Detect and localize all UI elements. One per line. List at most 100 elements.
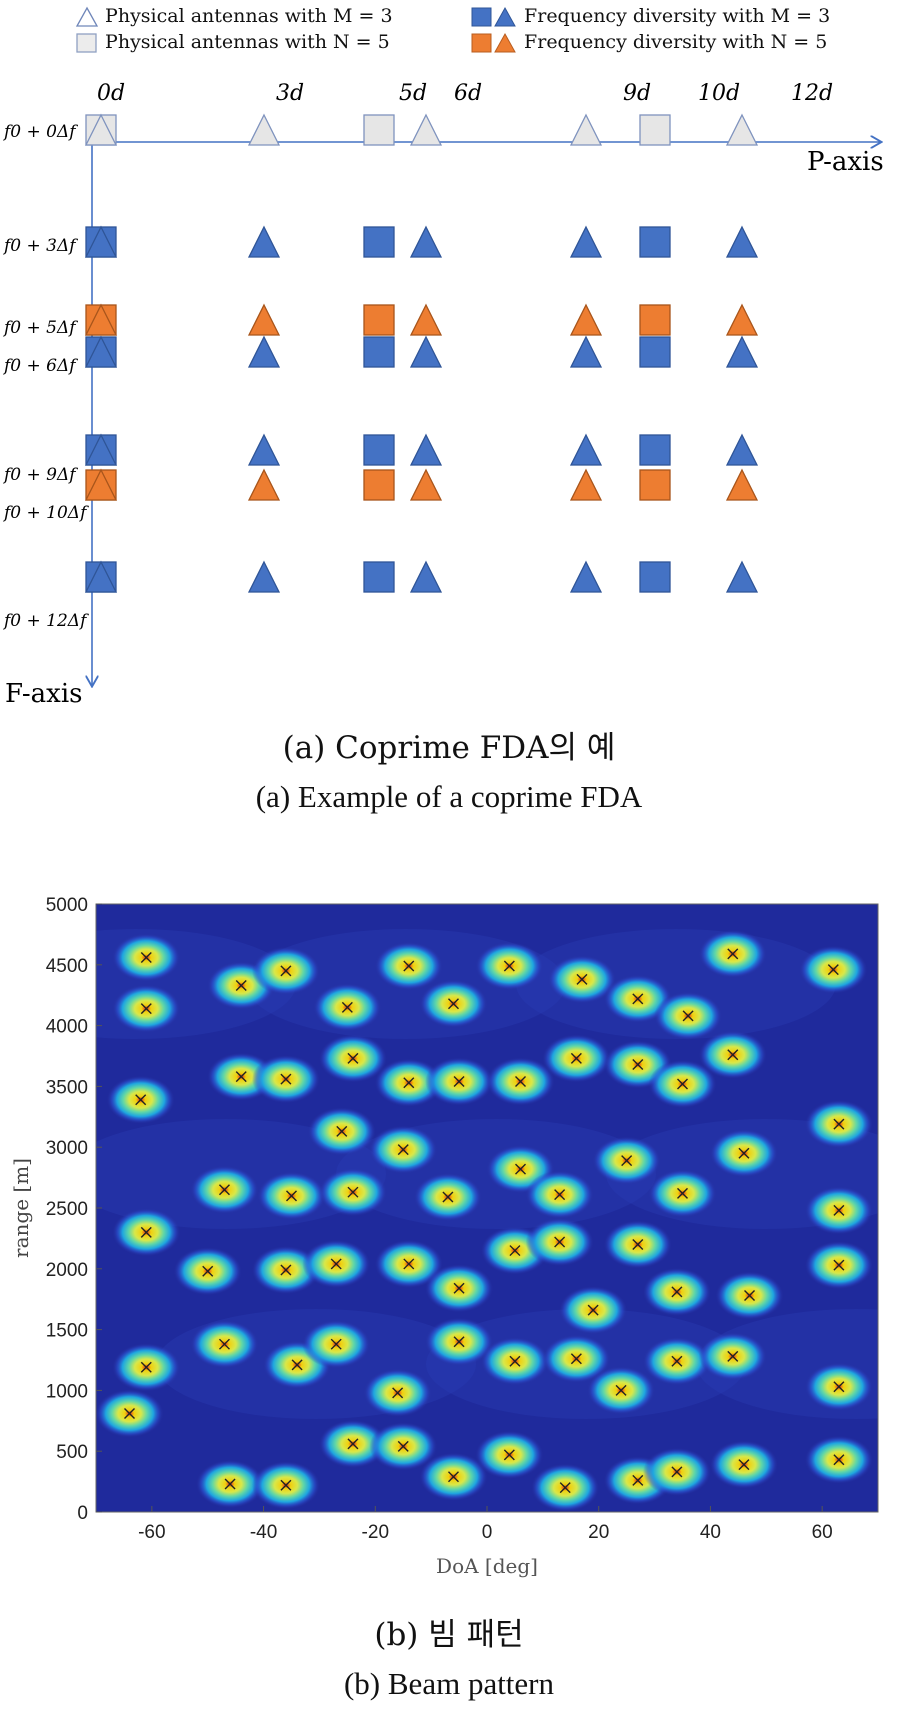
- x-tick-label: 60: [812, 1522, 833, 1543]
- triangle-marker: [569, 468, 603, 501]
- position-label-9d: 9d: [623, 81, 651, 106]
- legend-item-freq-n: Frequency diversity with N = 5: [470, 31, 827, 54]
- target-x-marker: [280, 1073, 292, 1085]
- target-x-marker: [515, 1076, 527, 1088]
- triangle-outline-icon: [75, 6, 99, 27]
- legend-label: Physical antennas with M = 3: [105, 5, 393, 27]
- target-x-marker: [453, 1336, 465, 1348]
- target-x-marker: [280, 1479, 292, 1491]
- triangle-marker: [409, 303, 443, 336]
- y-tick-label: 0: [77, 1503, 88, 1524]
- target-x-marker: [738, 1459, 750, 1471]
- target-x-marker: [727, 1049, 739, 1061]
- caption-b-english: (b) Beam pattern: [343, 1666, 555, 1701]
- triangle-marker: [569, 113, 603, 146]
- square-marker: [363, 469, 395, 501]
- position-label-12d: 12d: [791, 81, 833, 106]
- frequency-label-0: f0 + 0Δf: [2, 122, 78, 142]
- antenna-markers: [84, 113, 759, 593]
- target-x-marker: [621, 1155, 633, 1167]
- position-label-0d: 0d: [97, 81, 125, 106]
- triangle-marker: [247, 433, 281, 466]
- frequency-label-9: f0 + 9Δf: [2, 465, 78, 485]
- target-x-marker: [587, 1304, 599, 1316]
- target-x-marker: [833, 1454, 845, 1466]
- caption-a-english: (a) Example of a coprime FDA: [255, 779, 643, 814]
- target-x-marker: [453, 1076, 465, 1088]
- target-x-marker: [503, 960, 515, 972]
- triangle-marker: [725, 433, 759, 466]
- triangle-marker: [84, 560, 118, 593]
- triangle-marker: [725, 303, 759, 336]
- target-x-marker: [140, 1226, 152, 1238]
- target-x-marker: [554, 1236, 566, 1248]
- square-marker: [639, 114, 671, 146]
- triangle-marker: [725, 113, 759, 146]
- y-tick-label: 1000: [46, 1381, 88, 1402]
- target-x-marker: [827, 964, 839, 976]
- target-x-marker: [671, 1286, 683, 1298]
- legend-item-freq-m: Frequency diversity with M = 3: [470, 5, 830, 28]
- y-tick-label: 1500: [46, 1321, 88, 1342]
- square-marker: [639, 226, 671, 258]
- target-x-marker: [509, 1355, 521, 1367]
- target-x-marker: [632, 1059, 644, 1071]
- target-x-marker: [330, 1258, 342, 1270]
- triangle-marker: [247, 560, 281, 593]
- square-marker: [363, 434, 395, 466]
- target-x-marker: [833, 1381, 845, 1393]
- target-x-marker: [744, 1290, 756, 1302]
- square-marker: [639, 469, 671, 501]
- triangle-marker: [84, 113, 118, 146]
- x-axis-label: DoA [deg]: [436, 1554, 538, 1578]
- x-tick-label: -20: [362, 1522, 389, 1543]
- triangle-marker: [409, 335, 443, 368]
- target-x-marker: [833, 1118, 845, 1130]
- target-x-marker: [140, 1003, 152, 1015]
- target-x-marker: [124, 1408, 136, 1419]
- y-tick-label: 3500: [46, 1077, 88, 1098]
- triangle-marker: [569, 433, 603, 466]
- target-x-marker: [554, 1189, 566, 1201]
- frequency-label-12: f0 + 12Δf: [2, 611, 89, 631]
- target-x-marker: [509, 1245, 521, 1257]
- caption-b-korean: (b) 빔 패턴: [374, 1617, 524, 1653]
- legend-label: Frequency diversity with N = 5: [524, 31, 828, 53]
- target-x-marker: [135, 1094, 147, 1106]
- axis-ticks: -60 -40 -20 0 20 40 60 0 500 1000 1500 2000 2500 3000…: [46, 895, 833, 1543]
- target-x-marker: [336, 1125, 348, 1137]
- target-x-marker: [570, 1353, 582, 1365]
- target-x-marker: [442, 1191, 454, 1203]
- y-tick-label: 3000: [46, 1138, 88, 1159]
- triangle-marker: [84, 433, 118, 466]
- target-x-marker: [347, 1186, 359, 1198]
- triangle-marker: [725, 225, 759, 258]
- triangle-marker: [247, 303, 281, 336]
- target-x-marker: [330, 1338, 342, 1350]
- target-x-marker: [682, 1010, 694, 1022]
- target-x-marker: [280, 965, 292, 977]
- x-tick-label: -40: [250, 1522, 277, 1543]
- target-x-marker: [615, 1384, 627, 1396]
- target-x-marker: [341, 1001, 353, 1013]
- triangle-marker: [84, 225, 118, 258]
- target-x-marker: [570, 1052, 582, 1064]
- triangle-marker: [569, 303, 603, 336]
- triangle-marker: [247, 113, 281, 146]
- square-marker: [363, 304, 395, 336]
- target-x-marker: [140, 952, 152, 963]
- target-x-marker: [218, 1184, 230, 1196]
- position-label-10d: 10d: [698, 81, 740, 106]
- triangle-marker: [409, 433, 443, 466]
- caption-a-korean: (a) Coprime FDA의 예: [282, 730, 616, 766]
- square-marker: [363, 561, 395, 593]
- triangle-marker: [84, 335, 118, 368]
- square-outline-icon: [76, 33, 97, 53]
- target-x-marker: [503, 1449, 515, 1461]
- target-x-marker: [632, 993, 644, 1005]
- triangle-marker: [725, 335, 759, 368]
- target-x-marker: [403, 1258, 415, 1270]
- target-x-marker: [515, 1163, 527, 1175]
- triangle-marker: [725, 468, 759, 501]
- p-axis-label: P-axis: [807, 147, 884, 177]
